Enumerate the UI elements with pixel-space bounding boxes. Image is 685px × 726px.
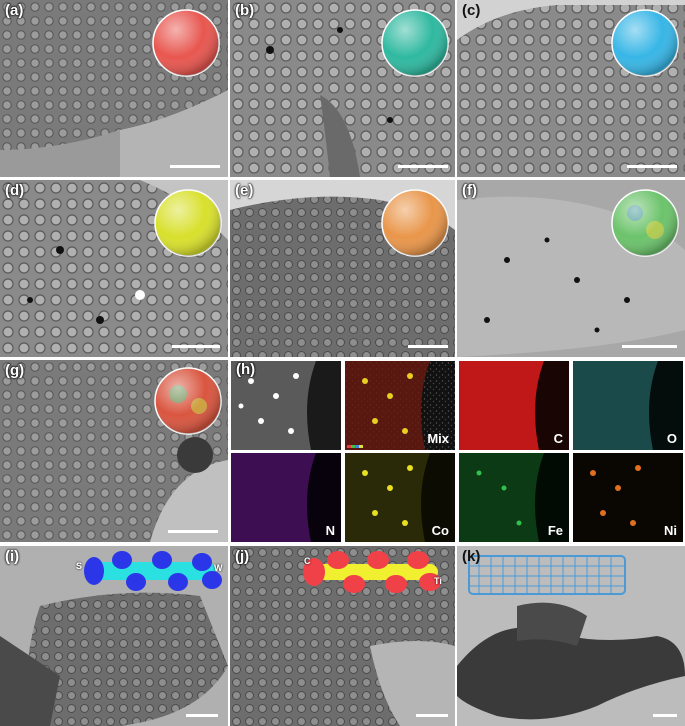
nanosheet-model bbox=[303, 551, 441, 593]
nanosheet-model bbox=[84, 551, 222, 591]
panel-g: (g) bbox=[0, 360, 228, 542]
panel-label: (g) bbox=[5, 362, 25, 379]
atom-label-s: S bbox=[76, 561, 83, 571]
panel-label: (k) bbox=[462, 548, 481, 565]
eds-map-fe: Fe bbox=[459, 453, 569, 542]
scale-bar bbox=[653, 714, 677, 717]
panel-j: C Ti (j) bbox=[230, 546, 455, 726]
atom-label-c: C bbox=[304, 556, 311, 566]
eds-map-c: C bbox=[459, 361, 569, 450]
panel-e: (e) bbox=[230, 180, 455, 357]
eds-map-n: N bbox=[231, 453, 341, 542]
scale-bar bbox=[408, 345, 448, 348]
panel-a: (a) bbox=[0, 0, 228, 177]
scale-bar bbox=[627, 165, 677, 168]
eds-label: Mix bbox=[427, 431, 449, 446]
eds-label: C bbox=[553, 431, 563, 446]
panel-label: (b) bbox=[235, 2, 255, 19]
scale-bar bbox=[172, 345, 220, 348]
nanotube-model bbox=[468, 555, 626, 595]
eds-map-ni: Ni bbox=[573, 453, 683, 542]
scale-bar bbox=[416, 714, 448, 717]
panel-k: (k) bbox=[457, 546, 685, 726]
eds-map-mix: Mix bbox=[345, 361, 455, 450]
scale-bar bbox=[186, 714, 218, 717]
panel-label: (f) bbox=[462, 182, 477, 199]
panel-c: (c) bbox=[457, 0, 685, 177]
panel-b: (b) bbox=[230, 0, 455, 177]
eds-map-o: O bbox=[573, 361, 683, 450]
panel-label: (h) bbox=[236, 361, 256, 378]
panel-d: (d) bbox=[0, 180, 228, 357]
eds-label: Co bbox=[431, 523, 449, 538]
atom-label-ti: Ti bbox=[434, 576, 442, 586]
eds-map-haadf: (h) bbox=[231, 361, 341, 450]
scale-bar bbox=[168, 530, 218, 533]
scale-bar bbox=[398, 165, 448, 168]
panel-label: (a) bbox=[5, 2, 24, 19]
panel-label: (e) bbox=[235, 182, 254, 199]
eds-label: Ni bbox=[664, 523, 677, 538]
scale-bar bbox=[622, 345, 677, 348]
panel-label: (j) bbox=[235, 548, 250, 565]
eds-map-co: Co bbox=[345, 453, 455, 542]
eds-label: O bbox=[666, 431, 677, 446]
panel-i: S W (i) bbox=[0, 546, 228, 726]
panel-f: (f) bbox=[457, 180, 685, 357]
panel-label: (i) bbox=[5, 548, 20, 565]
panel-label: (d) bbox=[5, 182, 25, 199]
panel-label: (c) bbox=[462, 2, 481, 19]
atom-label-w: W bbox=[214, 563, 223, 573]
scale-bar bbox=[170, 165, 220, 168]
eds-label: Fe bbox=[547, 523, 563, 538]
eds-label: N bbox=[325, 523, 335, 538]
